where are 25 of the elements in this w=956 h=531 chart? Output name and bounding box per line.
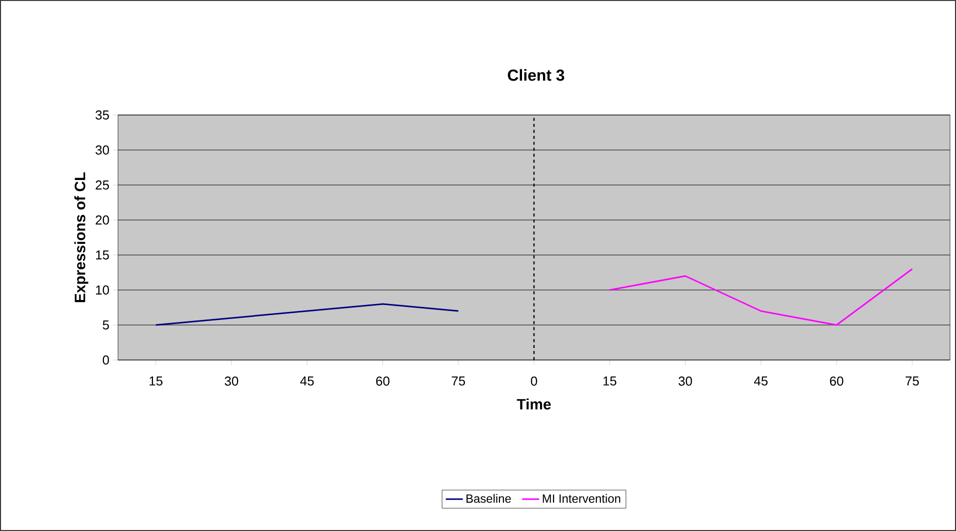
y-tick-label: 15: [96, 250, 109, 260]
x-tick-label: 75: [906, 376, 919, 386]
line-series: [608, 268, 913, 326]
x-tick-label: 15: [603, 376, 616, 386]
y-tick-label: 20: [96, 215, 109, 225]
y-tick-label: 5: [102, 320, 109, 330]
y-tick-label: 25: [96, 180, 109, 190]
x-tick-label: 0: [530, 376, 538, 386]
x-tick-label: 30: [678, 376, 692, 386]
x-tick-label: 60: [376, 376, 390, 386]
x-axis-title: Time: [516, 398, 551, 410]
x-tick-label: 60: [830, 376, 844, 386]
legend-label: MI Intervention: [542, 494, 620, 503]
x-tick-label: 15: [150, 376, 162, 386]
x-tick-label: 75: [452, 376, 466, 386]
y-tick-label: 0: [102, 355, 109, 365]
legend-label: Baseline: [466, 494, 511, 503]
y-tick-label: 10: [96, 285, 109, 295]
x-tick-label: 30: [224, 376, 238, 386]
y-tick-label: 35: [96, 110, 109, 120]
x-tick-label: 45: [754, 376, 768, 386]
y-axis-title: Expressions of CL: [74, 172, 88, 302]
x-tick-label: 45: [300, 376, 314, 386]
chart-title: Client 3: [508, 69, 564, 81]
y-tick-label: 30: [96, 145, 109, 155]
